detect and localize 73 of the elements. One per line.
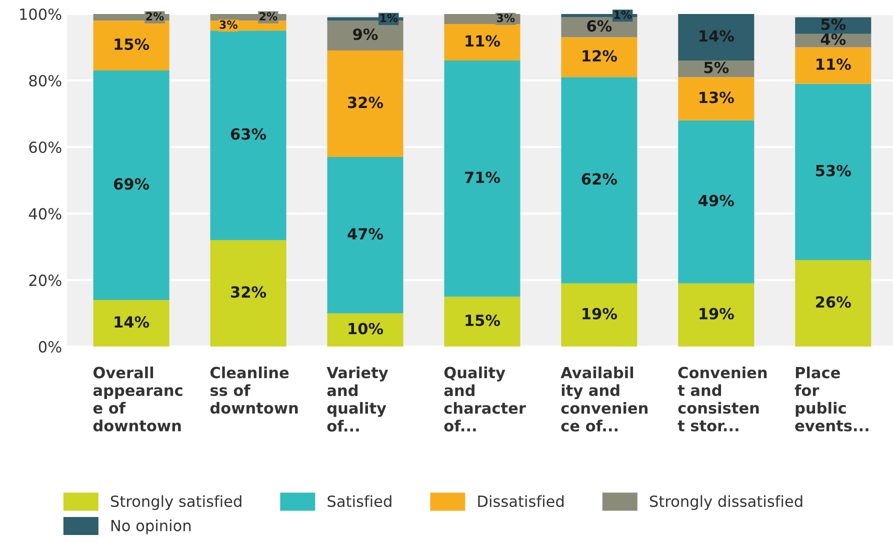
x-tick-label: Variety and quality of... [326,366,388,432]
legend-label: Satisfied [328,495,392,508]
data-label: 4% [820,33,846,46]
bar [327,50,404,157]
data-label: 71% [464,171,500,184]
bar [327,156,404,314]
data-label: 10% [348,322,384,334]
bar [795,84,872,260]
bar [678,60,754,78]
data-label: 26% [816,296,851,308]
data-label: 5% [704,62,729,74]
bar [93,20,170,71]
x-tick-label: Convenien t and consisten t stor... [678,366,767,432]
bar [561,77,638,284]
data-label: 63% [230,128,266,140]
bar [93,300,170,347]
bar [93,70,170,300]
data-label: 49% [698,194,734,206]
x-tick-label: Overall appearanc e of downtown [93,366,182,432]
data-label: 9% [353,28,378,40]
data-label: 13% [700,92,734,104]
data-label: 11% [816,58,851,70]
y-tick-label: 0% [38,341,62,353]
legend-label: Strongly satisfied [110,495,242,510]
data-label: 15% [466,314,500,326]
bar [795,47,872,84]
x-tick-label: Quality and character of... [444,366,526,432]
data-label: 14% [700,30,734,42]
data-label: 14% [114,316,150,328]
bar [210,240,286,347]
y-tick-label: 20% [29,274,62,286]
bar [561,37,638,78]
data-label: 5% [821,18,846,30]
x-tick-label: Availabil ity and convenien ce of... [560,366,648,432]
data-label: 32% [348,96,384,108]
bar [327,313,404,347]
y-tick-label: 100% [20,8,62,20]
legend-label: Strongly dissatisfied [650,495,802,510]
data-label: 32% [231,286,266,298]
data-label: 2% [260,12,278,21]
bar [444,24,520,61]
bar [210,30,286,240]
data-label: 1% [614,10,632,19]
bar [678,120,754,284]
y-tick-label: 80% [29,74,62,87]
bar [561,283,638,347]
data-label: 19% [700,308,734,320]
data-label: 12% [582,50,617,62]
data-label: 6% [587,20,612,32]
data-label: 62% [582,173,617,185]
data-label: 3% [220,20,238,29]
bar [444,296,520,347]
data-label: 69% [114,178,150,190]
data-label: 47% [348,228,384,240]
x-tick-label: Cleanline ss of downtown [210,366,298,414]
bar [444,60,520,297]
data-label: 19% [582,308,617,320]
data-label: 1% [380,14,398,22]
data-label: 15% [114,38,150,50]
x-tick-label: Place for public events... [794,366,868,432]
data-label: 53% [816,164,851,176]
data-label: 3% [496,14,515,22]
y-tick-label: 60% [29,141,62,154]
data-label: 2% [146,12,164,21]
bar [678,77,754,120]
bar [327,20,404,51]
data-label: 11% [466,35,500,47]
legend-label: Dissatisfied [478,495,564,508]
bar [678,14,754,61]
bar [795,260,872,347]
y-tick-label: 40% [28,208,62,220]
legend-label: No opinion [111,520,191,534]
bar [678,283,754,347]
